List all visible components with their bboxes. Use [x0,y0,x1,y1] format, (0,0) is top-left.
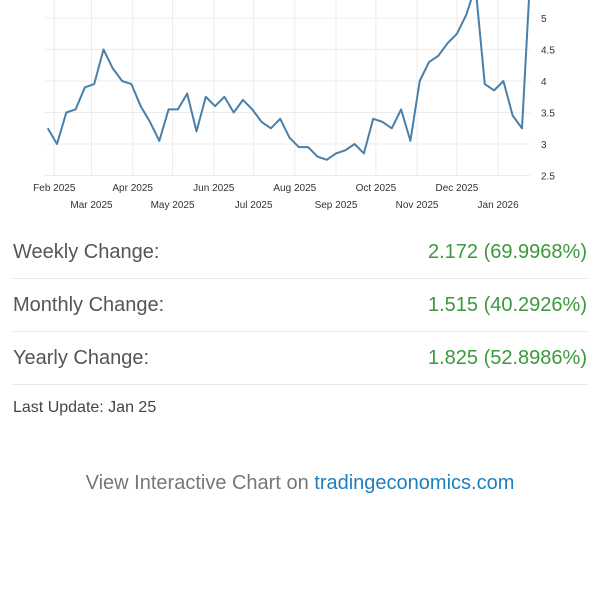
yearly-change-value: 1.825 (52.8986%) [427,346,587,369]
monthly-change-label: Monthly Change: [13,293,165,316]
y-tick-label: 2.5 [541,172,555,183]
footer-prefix: View Interactive Chart on [85,472,309,494]
x-tick-label: Dec 2025 [436,183,479,194]
tradingeconomics-link[interactable]: tradingeconomics.com [314,472,515,494]
series-line [46,0,530,161]
x-tick-label: Apr 2025 [112,183,153,194]
x-tick-label: Feb 2025 [33,183,76,194]
x-tick-label: Jul 2025 [235,200,273,211]
monthly-change-value: 1.515 (40.2926%) [427,293,587,316]
price-chart: 2.5 3 3.5 4 4.5 5 Feb 2025 Apr 2025 Jun 2025 Aug … [0,0,600,215]
yearly-change-row: Yearly Change: 1.825 (52.8986%) [13,332,587,385]
y-tick-label: 4.5 [541,46,555,57]
last-update-text: Last Update: Jan 25 [13,399,157,416]
weekly-change-value: 2.172 (69.9968%) [427,240,587,263]
y-tick-label: 5 [541,14,547,25]
x-tick-label: Nov 2025 [396,200,439,211]
monthly-change-row: Monthly Change: 1.515 (40.2926%) [13,279,587,332]
x-tick-label: Jun 2025 [193,183,235,194]
weekly-change-row: Weekly Change: 2.172 (69.9968%) [13,226,587,279]
x-tick-label: Aug 2025 [273,183,316,194]
x-tick-label: Oct 2025 [356,183,397,194]
x-tick-label: Sep 2025 [315,200,358,211]
x-tick-label: Jan 2026 [478,200,520,211]
interactive-chart-link[interactable]: View Interactive Chart on tradingeconomi… [0,472,600,495]
y-tick-label: 3 [541,140,547,151]
x-tick-label: May 2025 [151,200,195,211]
weekly-change-label: Weekly Change: [13,240,160,263]
change-stats: Weekly Change: 2.172 (69.9968%) Monthly … [13,226,587,385]
x-tick-label: Mar 2025 [70,200,113,211]
yearly-change-label: Yearly Change: [13,346,150,369]
y-tick-label: 4 [541,77,547,88]
y-tick-label: 3.5 [541,109,555,120]
line-chart-svg: 2.5 3 3.5 4 4.5 5 Feb 2025 Apr 2025 Jun 2025 Aug … [33,0,555,211]
